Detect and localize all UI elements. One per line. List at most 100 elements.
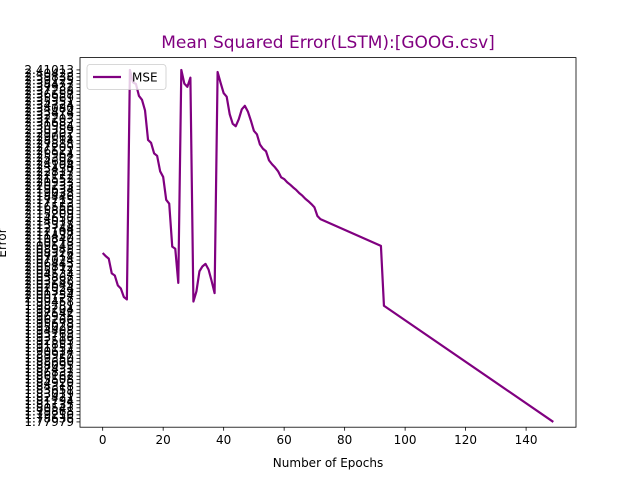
y-tick-label: 2.14017 xyxy=(24,214,74,228)
y-tick-label: 1.94408 xyxy=(24,323,74,337)
y-tick-label: 1.98781 xyxy=(24,299,74,313)
y-tick-label: 1.89350 xyxy=(24,352,74,366)
y-tick-label: 2.41013 xyxy=(24,63,74,77)
y-tick-label: 2.10218 xyxy=(24,235,74,249)
y-tick-label: 1.81135 xyxy=(24,397,74,411)
y-tick-label: 1.93116 xyxy=(24,330,74,344)
y-tick-label: 1.83651 xyxy=(24,383,74,397)
y-tick-label: 1.96935 xyxy=(24,309,74,323)
y-tick-label: 2.12108 xyxy=(24,225,74,239)
y-tick-label: 2.12744 xyxy=(24,221,74,235)
y-tick-label: 1.95029 xyxy=(24,320,74,334)
y-tick-label: 2.07024 xyxy=(24,253,74,267)
y-tick-label: 2.27885 xyxy=(24,137,74,151)
series-line-mse xyxy=(101,68,554,423)
x-tick-label: 140 xyxy=(515,433,538,447)
y-tick-label: 1.91152 xyxy=(24,341,74,355)
x-tick-label: 120 xyxy=(454,433,477,447)
y-tick-label: 2.34724 xyxy=(24,98,74,112)
legend-label: MSE xyxy=(132,71,158,85)
y-tick-label: 2.09543 xyxy=(24,239,74,253)
chart-title: Mean Squared Error(LSTM):[GOOG.csv] xyxy=(161,33,495,53)
y-tick-label: 2.18446 xyxy=(24,190,74,204)
x-tick-label: 80 xyxy=(337,433,352,447)
y-tick-label: 1.82421 xyxy=(24,390,74,404)
y-tick-label: 2.19634 xyxy=(24,183,74,197)
series-layer xyxy=(101,68,554,423)
y-axis-ticks: 1.779791.786361.792101.798681.805411.811… xyxy=(24,63,80,429)
y-tick-label: 1.87431 xyxy=(24,362,74,376)
y-tick-label: 1.89927 xyxy=(24,348,74,362)
y-tick-label: 1.85508 xyxy=(24,373,74,387)
y-tick-label: 2.06443 xyxy=(24,257,74,271)
y-tick-label: 2.17123 xyxy=(24,197,74,211)
y-tick-label: 1.84920 xyxy=(24,376,74,390)
y-tick-label: 1.99458 xyxy=(24,295,74,309)
y-tick-label: 1.81794 xyxy=(24,394,74,408)
y-tick-label: 2.35351 xyxy=(24,95,74,109)
y-tick-label: 2.15860 xyxy=(24,204,74,218)
y-tick-label: 2.22817 xyxy=(24,165,74,179)
y-tick-label: 2.00127 xyxy=(24,292,74,306)
y-tick-label: 2.01339 xyxy=(24,285,74,299)
y-tick-label: 2.07714 xyxy=(24,249,74,263)
y-tick-label: 1.78636 xyxy=(24,411,74,425)
y-tick-label: 1.88095 xyxy=(24,359,74,373)
y-tick-label: 2.24104 xyxy=(24,158,74,172)
y-tick-label: 2.32203 xyxy=(24,112,74,126)
plot-area xyxy=(80,57,576,428)
y-tick-label: 2.17715 xyxy=(24,193,74,207)
y-tick-label: 2.03867 xyxy=(24,271,74,285)
y-tick-label: 2.29702 xyxy=(24,126,74,140)
y-tick-label: 2.04534 xyxy=(24,267,74,281)
y-tick-label: 2.00754 xyxy=(24,288,74,302)
y-tick-label: 2.39125 xyxy=(24,73,74,87)
y-tick-label: 2.14650 xyxy=(24,211,74,225)
y-tick-label: 2.20233 xyxy=(24,179,74,193)
y-tick-label: 1.96266 xyxy=(24,313,74,327)
y-tick-label: 1.80541 xyxy=(24,401,74,415)
axes-spines xyxy=(79,57,577,428)
y-tick-label: 2.11437 xyxy=(24,228,74,242)
y-tick-label: 2.31682 xyxy=(24,116,74,130)
y-tick-label: 1.95678 xyxy=(24,316,74,330)
x-tick-label: 20 xyxy=(156,433,171,447)
x-tick-label: 0 xyxy=(99,433,107,447)
x-axis-ticks: 0 20 40 60 80 100 120 140 xyxy=(99,427,538,447)
y-axis-label: Error xyxy=(0,228,9,257)
y-tick-label: 2.05177 xyxy=(24,264,74,278)
y-tick-label: 2.15209 xyxy=(24,207,74,221)
y-tick-label: 2.32919 xyxy=(24,109,74,123)
y-tick-label: 2.39838 xyxy=(24,70,74,84)
y-tick-label: 2.37932 xyxy=(24,81,74,95)
y-tick-label: 2.22122 xyxy=(24,169,74,183)
y-tick-label: 2.08326 xyxy=(24,246,74,260)
y-tick-label: 1.90614 xyxy=(24,345,74,359)
y-tick-label: 2.25964 xyxy=(24,147,74,161)
axes-frame xyxy=(79,57,577,428)
legend: MSE xyxy=(86,64,167,90)
y-tick-label: 2.24696 xyxy=(24,154,74,168)
x-tick-label: 60 xyxy=(277,433,292,447)
y-tick-label: 1.98204 xyxy=(24,302,74,316)
y-tick-label: 2.02024 xyxy=(24,281,74,295)
y-tick-label: 2.33474 xyxy=(24,105,74,119)
legend-box xyxy=(86,64,167,90)
y-tick-label: 2.03288 xyxy=(24,274,74,288)
y-tick-label: 2.27209 xyxy=(24,140,74,154)
y-tick-label: 2.30984 xyxy=(24,119,74,133)
y-tick-label: 2.29061 xyxy=(24,130,74,144)
y-tick-label: 1.79210 xyxy=(24,408,74,422)
y-tick-label: 2.28514 xyxy=(24,133,74,147)
y-tick-label: 1.77979 xyxy=(24,415,74,429)
y-tick-label: 2.38477 xyxy=(24,77,74,91)
y-tick-label: 2.16556 xyxy=(24,200,74,214)
y-tick-label: 2.23430 xyxy=(24,161,74,175)
y-tick-label: 2.19038 xyxy=(24,186,74,200)
y-tick-label: 1.84318 xyxy=(24,380,74,394)
x-axis-label: Number of Epochs xyxy=(273,456,383,470)
y-tick-label: 2.26521 xyxy=(24,144,74,158)
y-tick-label: 1.97542 xyxy=(24,306,74,320)
